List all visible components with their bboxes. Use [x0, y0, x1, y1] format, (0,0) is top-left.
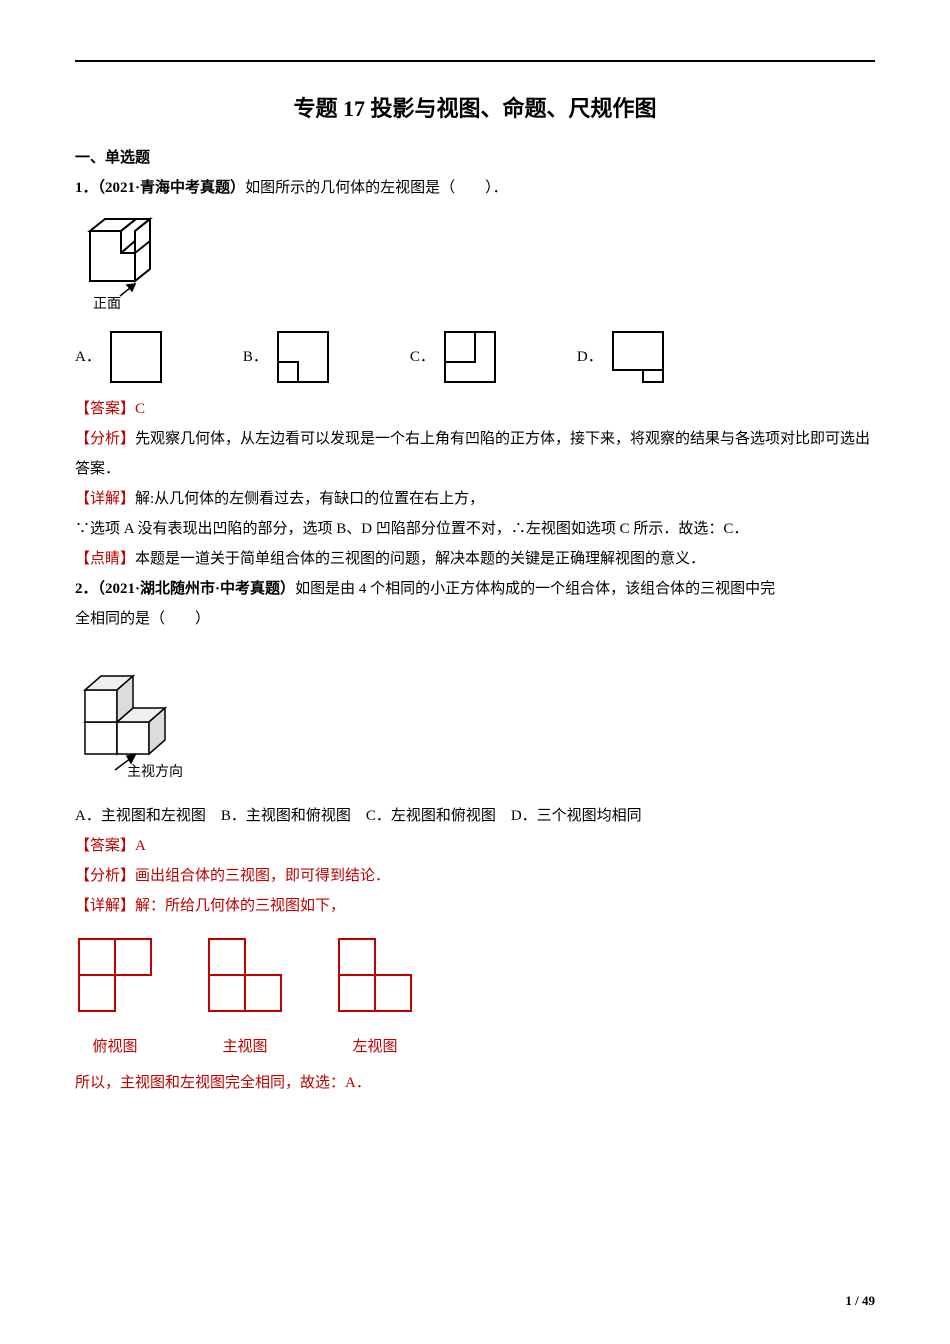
q1-choice-B-icon [276, 330, 330, 384]
q1-choice-C-letter: C． [410, 342, 435, 372]
q2-stem-line-b: 全相同的是（ ） [75, 604, 875, 634]
question-2: 2．（2021·湖北随州市·中考真题）如图是由 4 个相同的小正方体构成的一个组… [75, 574, 875, 1098]
q2-view-front-icon [205, 935, 285, 1015]
q1-figure: 正面 [75, 211, 875, 322]
q1-front-label: 正面 [93, 297, 121, 311]
q2-view-left-icon [335, 935, 415, 1015]
q2-detail: 【详解】解：所给几何体的三视图如下， [75, 891, 875, 921]
q2-views: 俯视图 主视图 [75, 935, 875, 1062]
q2-detail-label: 【详解】 [75, 898, 135, 914]
q1-detail1: 解:从几何体的左侧看过去，有缺口的位置在右上方， [135, 491, 484, 507]
question-1: 1．（2021·青海中考真题）如图所示的几何体的左视图是（ ）． [75, 173, 875, 574]
q2-detail-text: 解：所给几何体的三视图如下， [135, 898, 345, 914]
q2-figure: 主视方向 [75, 642, 875, 793]
q1-choice-D: D． [577, 330, 665, 384]
q2-solid-icon: 主视方向 [75, 642, 205, 782]
q1-choice-A-icon [109, 330, 163, 384]
q1-analysis: 【分析】先观察几何体，从左边看可以发现是一个右上角有凹陷的正方体，接下来，将观察… [75, 424, 875, 484]
q1-insight-label: 【点睛】 [75, 551, 135, 567]
q1-analysis-text: 先观察几何体，从左边看可以发现是一个右上角有凹陷的正方体，接下来，将观察的结果与… [75, 431, 870, 477]
q1-choices: A． B． C． D． [75, 330, 875, 384]
q1-choice-A: A． [75, 330, 163, 384]
q1-insight-text: 本题是一道关于简单组合体的三视图的问题，解决本题的关键是正确理解视图的意义． [135, 551, 705, 567]
q1-choice-B-letter: B． [243, 342, 268, 372]
q2-stem-a: 如图是由 4 个相同的小正方体构成的一个组合体，该组合体的三视图中完 [295, 581, 775, 597]
q1-detail-label: 【详解】 [75, 491, 135, 507]
q2-answer: 【答案】A [75, 831, 875, 861]
q2-stem-b: 全相同的是（ ） [75, 611, 210, 627]
q1-analysis-label: 【分析】 [75, 431, 135, 447]
q1-detail2b: ∴左视图如选项 C 所示．故选：C． [511, 521, 749, 537]
section-heading: 一、单选题 [75, 143, 875, 173]
q2-view-front: 主视图 [205, 935, 285, 1062]
q1-choice-C: C． [410, 330, 497, 384]
q1-choice-B: B． [243, 330, 330, 384]
q2-view-top: 俯视图 [75, 935, 155, 1062]
q2-view-left-label: 左视图 [335, 1032, 415, 1062]
q1-solid-icon: 正面 [75, 211, 165, 311]
q1-choice-D-icon [611, 330, 665, 384]
q1-source-suffix: ） [230, 180, 245, 196]
q2-analysis: 【分析】画出组合体的三视图，即可得到结论． [75, 861, 875, 891]
q1-stem: 如图所示的几何体的左视图是（ ）． [245, 180, 508, 196]
q2-source-prefix: （ [98, 581, 106, 597]
q2-view-top-icon [75, 935, 155, 1015]
q2-view-top-label: 俯视图 [75, 1032, 155, 1062]
q2-source: 2021·湖北随州市·中考真题 [105, 581, 280, 597]
q1-choice-D-letter: D． [577, 342, 603, 372]
top-rule [75, 60, 875, 62]
q1-detail-line1: 【详解】解:从几何体的左侧看过去，有缺口的位置在右上方， [75, 484, 875, 514]
q1-choice-C-icon [443, 330, 497, 384]
q2-dir-label: 主视方向 [127, 764, 183, 780]
q2-source-suffix: ） [280, 581, 295, 597]
q1-source: 2021·青海中考真题 [105, 180, 230, 196]
q1-choice-A-letter: A． [75, 342, 101, 372]
q1-number: 1． [75, 180, 98, 196]
q1-detail2a: ∵选项 A 没有表现出凹陷的部分，选项 B、D 凹陷部分位置不对， [75, 521, 511, 537]
q1-insight: 【点睛】本题是一道关于简单组合体的三视图的问题，解决本题的关键是正确理解视图的意… [75, 544, 875, 574]
q2-analysis-label: 【分析】 [75, 868, 135, 884]
q2-choice-line: A．主视图和左视图 B．主视图和俯视图 C．左视图和俯视图 D．三个视图均相同 [75, 801, 875, 831]
q1-answer: 【答案】C [75, 394, 875, 424]
q2-view-left: 左视图 [335, 935, 415, 1062]
q2-answer-label: 【答案】 [75, 838, 135, 854]
q2-analysis-text: 画出组合体的三视图，即可得到结论． [135, 868, 390, 884]
q1-answer-label: 【答案】 [75, 401, 135, 417]
q1-source-prefix: （ [98, 180, 106, 196]
q1-answer-value: C [135, 401, 145, 417]
q2-number: 2． [75, 581, 98, 597]
q1-stem-line: 1．（2021·青海中考真题）如图所示的几何体的左视图是（ ）． [75, 173, 875, 203]
page-title: 专题 17 投影与视图、命题、尺规作图 [75, 87, 875, 131]
q2-stem-line-a: 2．（2021·湖北随州市·中考真题）如图是由 4 个相同的小正方体构成的一个组… [75, 574, 875, 604]
page: 专题 17 投影与视图、命题、尺规作图 一、单选题 1．（2021·青海中考真题… [0, 0, 950, 1344]
q2-view-front-label: 主视图 [205, 1032, 285, 1062]
q2-conclusion: 所以，主视图和左视图完全相同，故选：A． [75, 1068, 875, 1098]
q1-detail-line2: ∵选项 A 没有表现出凹陷的部分，选项 B、D 凹陷部分位置不对，∴左视图如选项… [75, 514, 875, 544]
q2-answer-value: A [135, 838, 146, 854]
page-footer: 1 / 49 [845, 1288, 875, 1314]
